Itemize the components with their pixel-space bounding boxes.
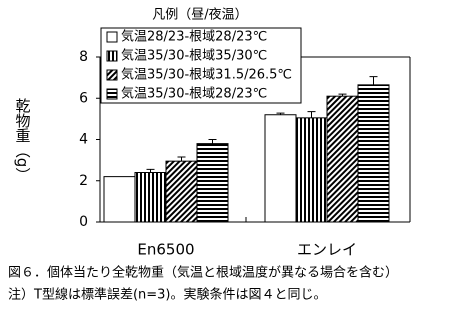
legend-swatch bbox=[106, 50, 118, 62]
error-bar bbox=[369, 76, 378, 85]
legend-label: 気温35/30-根域31.5/26.5℃ bbox=[121, 67, 292, 83]
y-tick-label: 8 bbox=[79, 49, 88, 65]
bar bbox=[295, 117, 328, 223]
error-bar bbox=[146, 168, 155, 173]
legend-box bbox=[100, 27, 302, 104]
error-bar bbox=[177, 156, 186, 162]
bar bbox=[196, 143, 229, 223]
x-tick-label: エンレイ bbox=[297, 241, 357, 259]
bar bbox=[357, 84, 390, 223]
error-bar bbox=[338, 93, 347, 97]
error-bar bbox=[208, 139, 217, 144]
error-bar bbox=[276, 112, 285, 115]
legend-swatch bbox=[106, 31, 118, 43]
bar bbox=[165, 160, 198, 223]
bar bbox=[134, 172, 167, 223]
bar bbox=[326, 95, 359, 223]
y-tick-label: 4 bbox=[79, 132, 88, 148]
caption: 注）T型線は標準誤差(n=3)。実験条件は図４と同じ。 bbox=[8, 287, 327, 303]
legend-swatch bbox=[106, 88, 118, 100]
bar bbox=[264, 114, 297, 223]
legend-swatch bbox=[106, 69, 118, 81]
y-tick-label: 2 bbox=[79, 173, 88, 189]
legend-label: 気温28/23-根域28/23℃ bbox=[121, 29, 267, 45]
y-tick-label: 0 bbox=[79, 214, 88, 230]
legend-label: 気温35/30-根域28/23℃ bbox=[121, 86, 267, 102]
legend-label: 気温35/30-根域35/30℃ bbox=[121, 48, 267, 64]
bar bbox=[103, 176, 136, 223]
caption: 図６．個体当たり全乾物重（気温と根域温度が異なる場合を含む） bbox=[8, 265, 398, 281]
y-tick-label: 6 bbox=[79, 90, 88, 106]
x-tick-label: En6500 bbox=[137, 241, 194, 259]
legend-title: 凡例（昼/夜温） bbox=[152, 8, 247, 23]
error-bar bbox=[307, 111, 316, 118]
y-axis-label: 乾物重（g） bbox=[14, 98, 32, 183]
